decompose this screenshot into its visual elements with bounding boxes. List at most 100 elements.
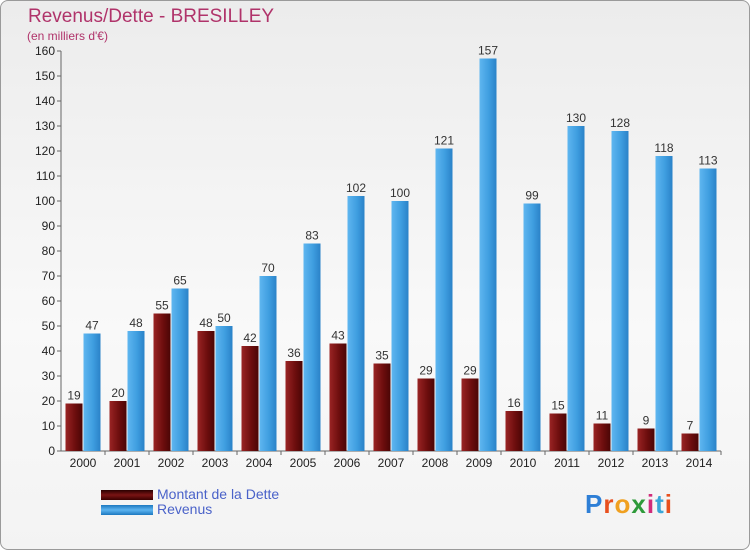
bar-revenus	[83, 333, 101, 451]
x-tick-label: 2010	[510, 456, 537, 470]
bar-revenus	[699, 168, 717, 451]
data-label-revenus: 50	[217, 311, 231, 325]
bar-dette	[285, 361, 303, 451]
bar-dette	[109, 401, 127, 451]
bar-revenus	[259, 276, 277, 451]
logo-letter: x	[631, 489, 647, 519]
bar-dette	[197, 331, 215, 451]
x-tick-label: 2011	[554, 456, 580, 470]
data-label-revenus: 70	[261, 261, 275, 275]
bar-dette	[373, 363, 391, 451]
data-label-dette: 48	[199, 316, 213, 330]
bar-revenus	[567, 126, 585, 451]
x-tick-label: 2005	[290, 456, 317, 470]
y-tick-label: 10	[42, 419, 56, 433]
data-label-dette: 55	[155, 299, 169, 313]
y-tick-label: 130	[35, 119, 55, 133]
x-tick-label: 2001	[114, 456, 141, 470]
data-label-revenus: 157	[478, 44, 498, 58]
y-tick-label: 80	[42, 244, 56, 258]
y-tick-label: 120	[35, 144, 55, 158]
data-label-dette: 29	[463, 364, 477, 378]
y-tick-label: 70	[42, 269, 56, 283]
data-label-dette: 20	[111, 386, 125, 400]
bar-dette	[461, 378, 479, 451]
proxiti-logo: Proxiti	[585, 489, 673, 520]
legend-label-revenus: Revenus	[157, 501, 213, 517]
data-label-dette: 19	[67, 389, 81, 403]
data-label-dette: 16	[507, 396, 521, 410]
y-tick-label: 110	[36, 169, 55, 183]
y-tick-label: 100	[35, 194, 55, 208]
data-label-dette: 9	[643, 414, 650, 428]
x-tick-label: 2006	[334, 456, 361, 470]
data-label-dette: 29	[419, 364, 433, 378]
x-tick-label: 2002	[158, 456, 185, 470]
x-tick-label: 2013	[642, 456, 669, 470]
bar-revenus	[215, 326, 233, 451]
y-tick-label: 60	[42, 294, 56, 308]
x-tick-label: 2007	[378, 456, 405, 470]
x-tick-label: 2004	[246, 456, 273, 470]
data-label-revenus: 118	[654, 141, 673, 155]
y-tick-label: 0	[48, 444, 55, 458]
x-tick-label: 2012	[598, 456, 625, 470]
legend-label-dette: Montant de la Dette	[157, 486, 280, 502]
bar-revenus	[171, 288, 189, 451]
bar-revenus	[479, 58, 497, 451]
data-label-dette: 35	[375, 349, 389, 363]
data-label-dette: 15	[551, 399, 565, 413]
x-tick-label: 2008	[422, 456, 449, 470]
data-label-revenus: 121	[434, 134, 454, 148]
y-tick-label: 40	[42, 344, 56, 358]
data-label-revenus: 65	[173, 274, 187, 288]
data-label-dette: 11	[596, 409, 609, 423]
bar-revenus	[523, 203, 541, 451]
bar-revenus	[611, 131, 629, 451]
y-tick-label: 50	[42, 319, 56, 333]
bar-dette	[505, 411, 523, 451]
y-tick-label: 90	[42, 219, 56, 233]
data-label-dette: 7	[687, 419, 694, 433]
y-tick-label: 140	[35, 94, 55, 108]
bar-dette	[153, 313, 171, 451]
bar-dette	[65, 403, 83, 451]
y-tick-label: 30	[42, 369, 56, 383]
bar-dette	[329, 343, 347, 451]
data-label-revenus: 102	[346, 181, 366, 195]
logo-letter: t	[655, 489, 665, 519]
y-tick-label: 160	[35, 44, 55, 58]
bar-revenus	[127, 331, 145, 451]
bar-revenus	[655, 156, 673, 451]
chart-subtitle: (en milliers d'€)	[27, 29, 108, 43]
bar-dette	[241, 346, 259, 451]
logo-letter: i	[646, 489, 656, 519]
logo-letter: r	[603, 489, 615, 519]
legend-swatch-dette	[101, 490, 153, 500]
logo-letter: i	[664, 489, 673, 519]
bar-dette	[681, 433, 699, 451]
data-label-revenus: 100	[390, 186, 410, 200]
data-label-revenus: 99	[525, 189, 539, 203]
bar-dette	[637, 428, 655, 451]
legend-swatch-revenus	[101, 505, 153, 515]
bar-revenus	[435, 148, 453, 451]
bar-revenus	[303, 243, 321, 451]
data-label-dette: 42	[243, 331, 257, 345]
data-label-revenus: 48	[129, 316, 143, 330]
logo-letter: P	[585, 489, 604, 519]
data-label-revenus: 83	[305, 229, 319, 243]
bar-dette	[549, 413, 567, 451]
logo-letter: o	[614, 489, 632, 519]
bar-dette	[593, 423, 611, 451]
data-label-revenus: 130	[566, 111, 586, 125]
data-label-revenus: 47	[85, 319, 99, 333]
bar-dette	[417, 378, 435, 451]
data-label-revenus: 128	[610, 116, 630, 130]
x-tick-label: 2014	[686, 456, 713, 470]
chart-title: Revenus/Dette - BRESILLEY	[28, 6, 275, 27]
x-tick-label: 2003	[202, 456, 229, 470]
x-tick-label: 2009	[466, 456, 493, 470]
